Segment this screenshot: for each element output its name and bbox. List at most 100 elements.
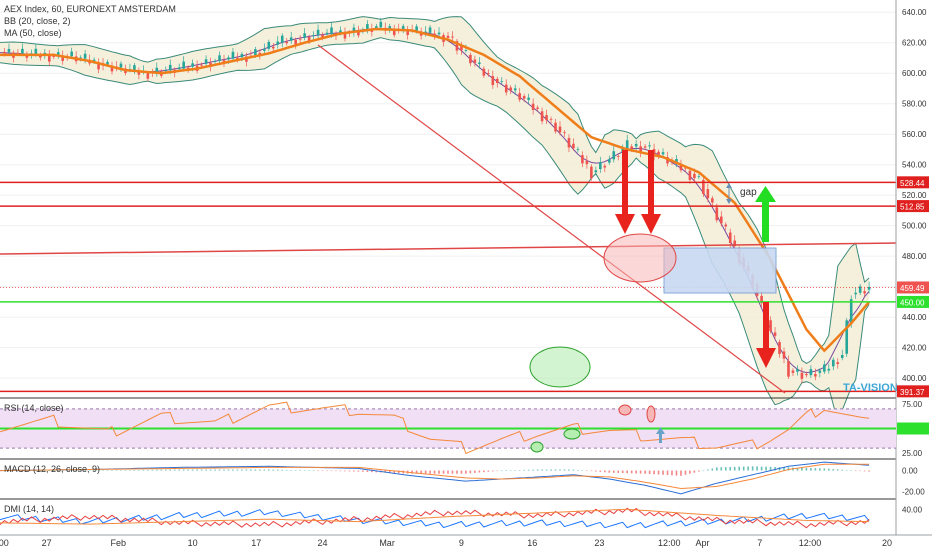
ma-indicator-label[interactable]: MA (50, close) <box>4 28 62 38</box>
candle-body <box>581 155 584 164</box>
bb-indicator-label[interactable]: BB (20, close, 2) <box>4 16 71 26</box>
red-down-arrow-3 <box>756 302 776 368</box>
price-tick-label: 620.00 <box>902 39 927 48</box>
candle-body <box>693 173 696 179</box>
top-highlight-ellipse[interactable] <box>603 233 677 283</box>
dmi-label[interactable]: DMI (14, 14) <box>4 504 54 514</box>
macd-panel[interactable]: MACD (12, 26, close, 9) 0.00 -20.00 <box>0 461 925 497</box>
macd-histogram-bar <box>35 470 37 472</box>
candle-body <box>303 33 306 38</box>
macd-axis: 0.00 -20.00 <box>902 467 925 497</box>
macd-histogram-bar <box>698 470 700 472</box>
time-tick-label: 24 <box>318 538 328 548</box>
candle-body <box>155 67 159 73</box>
macd-histogram-bar <box>662 470 664 475</box>
macd-histogram-bar <box>371 470 373 473</box>
candle-body <box>186 67 190 70</box>
macd-histogram-bar <box>572 469 575 471</box>
macd-histogram-bar <box>120 470 122 471</box>
macd-histogram-bar <box>496 470 499 472</box>
price-panel[interactable]: gap TA-VISION AEX Index, 60, EURONEXT AM… <box>0 4 898 424</box>
macd-histogram-bar <box>608 470 611 473</box>
candle-body <box>495 78 499 83</box>
price-axis[interactable]: 640.00 620.00 600.00 580.00 560.00 540.00 520.… <box>902 8 927 383</box>
candle-body <box>168 64 172 71</box>
candle-body <box>401 26 405 30</box>
candle-body <box>298 38 302 40</box>
macd-histogram-bar <box>344 470 346 472</box>
candle-body <box>513 88 517 91</box>
macd-histogram-bar <box>97 470 100 471</box>
macd-histogram-bar <box>429 470 431 474</box>
candle-body <box>267 41 271 49</box>
macd-histogram-bar <box>836 469 839 471</box>
macd-histogram-bar <box>70 470 73 472</box>
candle-body <box>630 146 633 149</box>
dmi-panel[interactable]: DMI (14, 14) 40.00 <box>0 504 923 529</box>
candle-body <box>79 57 82 59</box>
candle-body <box>133 65 136 71</box>
time-tick-label: 16 <box>527 538 537 548</box>
candle-body <box>724 224 728 227</box>
time-tick-label: 27 <box>42 538 52 548</box>
macd-histogram-bar <box>518 470 521 471</box>
candle-body <box>70 51 73 57</box>
candle-body <box>796 369 799 372</box>
time-tick-label: 20 <box>882 538 892 548</box>
macd-histogram-bar <box>523 469 525 471</box>
candle-body <box>616 156 620 157</box>
candle-body <box>177 67 181 70</box>
macd-histogram-bar <box>832 469 835 471</box>
price-label-box <box>897 200 929 213</box>
macd-histogram-bar <box>742 466 745 471</box>
candle-body <box>200 64 203 66</box>
candle-body <box>648 145 651 147</box>
time-tick-label: 23 <box>594 538 604 548</box>
macd-histogram-bar <box>442 470 445 474</box>
candle-body <box>271 46 275 49</box>
candle-body <box>805 373 808 376</box>
macd-histogram-bar <box>671 470 673 476</box>
candle-body <box>106 61 109 65</box>
bottom-highlight-ellipse[interactable] <box>529 346 591 388</box>
macd-label[interactable]: MACD (12, 26, close, 9) <box>4 464 100 474</box>
resistance-trendline[interactable] <box>0 242 897 255</box>
macd-histogram-bar <box>147 469 149 471</box>
time-axis[interactable]: 2:00 27 Feb 10 17 24 Mar 9 16 23 12:00 Apr 7 12:00 20 <box>0 538 892 548</box>
candle-body <box>307 36 311 41</box>
time-tick-label: Mar <box>379 538 395 548</box>
macd-histogram-bar <box>819 468 821 471</box>
macd-histogram-bar <box>218 469 221 471</box>
symbol-title[interactable]: AEX Index, 60, EURONEXT AMSTERDAM <box>4 4 176 14</box>
candle-body <box>675 158 678 163</box>
macd-histogram-bar <box>26 470 28 472</box>
macd-histogram-bar <box>88 470 91 472</box>
macd-histogram-bar <box>630 470 633 474</box>
rsi-label[interactable]: RSI (14, close) <box>4 403 64 413</box>
macd-histogram-bar <box>205 469 207 471</box>
macd-histogram-bar <box>61 470 64 472</box>
macd-histogram-bar <box>362 470 364 472</box>
candle-body <box>715 207 719 221</box>
horizontal-levels <box>0 181 896 393</box>
candle-body <box>339 30 342 34</box>
candle-body <box>782 351 786 359</box>
macd-histogram-bar <box>595 470 597 472</box>
price-label-text: 459.49 <box>900 284 925 293</box>
descending-trendline[interactable] <box>317 44 786 394</box>
target-box[interactable] <box>663 247 777 294</box>
macd-histogram-bar <box>447 470 449 474</box>
dmi-axis: 40.00 <box>902 505 923 514</box>
candle-body <box>285 41 289 44</box>
macd-histogram-bar <box>527 469 530 471</box>
macd-tick-label: -20.00 <box>902 488 925 497</box>
macd-histogram-bar <box>500 470 503 472</box>
macd-histogram-bar <box>375 470 378 473</box>
candle-body <box>585 160 589 165</box>
macd-histogram-bar <box>133 470 136 471</box>
candle-body <box>294 39 297 45</box>
candle-body <box>800 372 804 379</box>
candle-body <box>791 370 795 373</box>
